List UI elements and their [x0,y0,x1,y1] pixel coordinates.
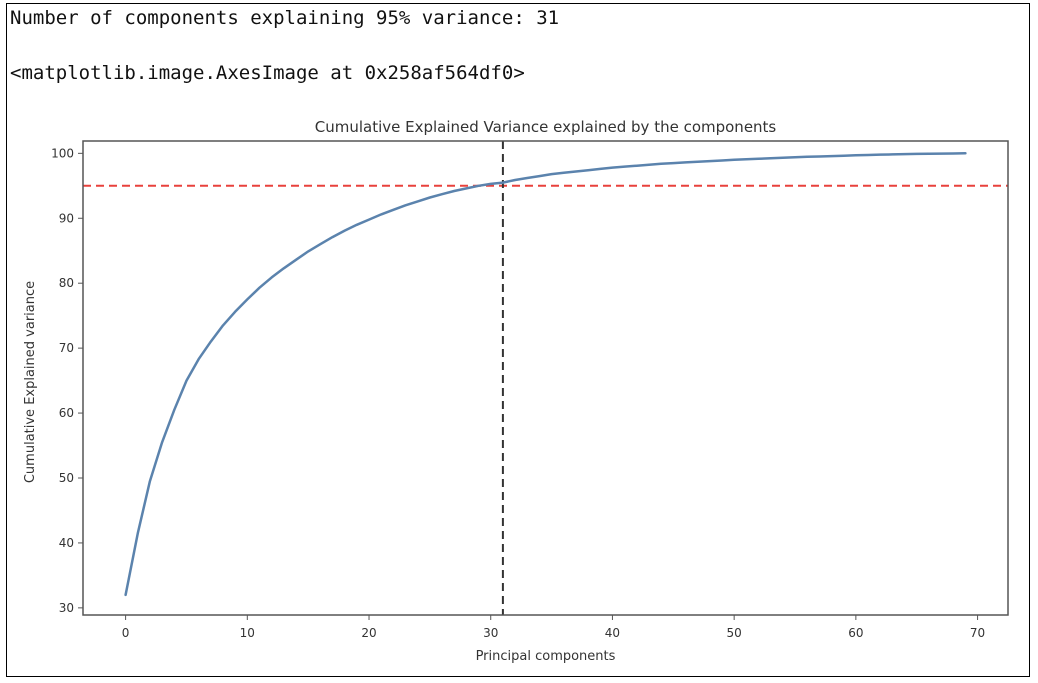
x-tick-label: 0 [122,626,130,640]
x-tick-label: 10 [240,626,255,640]
x-tick-label: 40 [605,626,620,640]
x-tick-label: 60 [848,626,863,640]
axes-image-repr-text: <matplotlib.image.AxesImage at 0x258af56… [10,62,525,84]
x-tick-label: 50 [727,626,742,640]
y-tick-label: 40 [59,536,74,550]
y-tick-label: 90 [59,211,74,225]
y-tick-label: 60 [59,406,74,420]
y-tick-label: 50 [59,471,74,485]
plot-area-frame [82,140,1009,616]
y-tick-label: 70 [59,341,74,355]
y-tick-label: 80 [59,276,74,290]
x-tick-label: 20 [361,626,376,640]
y-tick-label: 100 [51,146,74,160]
x-tick-label: 70 [970,626,985,640]
y-tick-label: 30 [59,601,74,615]
variance-summary-text: Number of components explaining 95% vari… [10,7,560,29]
cumulative-variance-line [124,152,967,597]
x-tick-label: 30 [483,626,498,640]
chart-title: Cumulative Explained Variance explained … [315,118,777,136]
y-axis-title: Cumulative Explained variance [23,281,38,483]
x-axis-title: Principal components [476,649,616,664]
output-cell-frame [6,3,1030,677]
